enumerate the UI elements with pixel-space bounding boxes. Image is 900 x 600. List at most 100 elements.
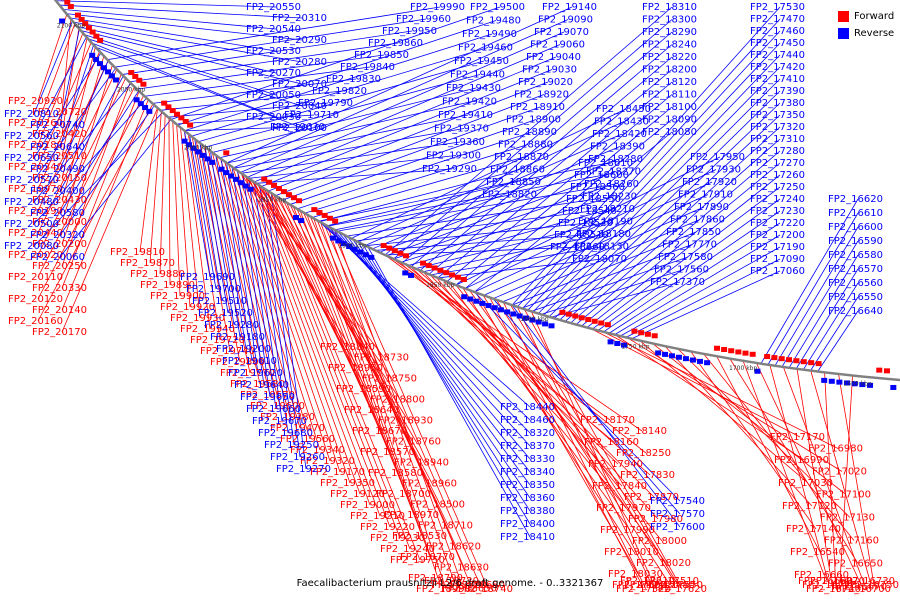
connector-line <box>347 236 531 486</box>
gene-label: FP2_16640 <box>828 306 883 317</box>
gene-label: FP2_18680 <box>450 580 505 591</box>
gene-label: FP2_19380 <box>260 412 315 423</box>
gene-label: FP2_20110 <box>8 272 63 283</box>
connector-line <box>352 239 531 499</box>
connector-line <box>304 144 529 214</box>
gene-label: FP2_18560 <box>570 182 625 193</box>
connector-line <box>320 222 447 590</box>
connector-line <box>198 60 485 143</box>
gene-label: FP2_20330 <box>32 283 87 294</box>
connector-line <box>262 187 401 539</box>
gene-arrows <box>59 0 897 390</box>
gene-85 <box>449 272 456 278</box>
gene-label: FP2_17580 <box>658 252 713 263</box>
gene-label: FP2_17120 <box>782 501 837 512</box>
gene-label: FP2_18250 <box>616 448 671 459</box>
connector-line <box>769 364 829 582</box>
connector-line <box>474 181 713 293</box>
gene-label: FP2_17020 <box>812 467 867 478</box>
connector-line <box>564 126 781 322</box>
gene-label: FP2_18180 <box>576 229 631 240</box>
gene-label: FP2_16730 <box>840 576 895 587</box>
connector-line <box>253 56 557 183</box>
connector-line <box>756 362 863 587</box>
gene-label: FP2_20570 <box>4 175 59 186</box>
gene-label: FP2_18270 <box>586 167 641 178</box>
gene-4 <box>67 3 74 9</box>
gene-label: FP2_18310 <box>642 2 697 13</box>
gene-label: FP2_18760 <box>386 437 441 448</box>
connector-line <box>37 23 76 124</box>
gene-82 <box>431 265 438 271</box>
gene-111 <box>607 339 614 345</box>
gene-label: FP2_19860 <box>368 38 423 49</box>
gene-75 <box>391 248 398 254</box>
gene-9 <box>85 25 92 31</box>
legend: Forward Reverse <box>838 8 894 42</box>
gene-106 <box>578 315 585 321</box>
connector-line <box>554 102 781 319</box>
connector-line <box>575 150 781 325</box>
tick-label: 1700 kbp <box>729 365 757 372</box>
gene-69 <box>351 246 358 252</box>
connector-line <box>180 127 201 319</box>
gene-88 <box>461 294 468 300</box>
gene-5 <box>59 18 66 24</box>
gene-38 <box>195 149 202 155</box>
gene-47 <box>237 180 244 186</box>
connector-line <box>61 73 122 245</box>
gene-label: FP2_18420 <box>592 129 647 140</box>
connector-line <box>37 32 84 146</box>
connector-line <box>242 174 277 410</box>
connector-line <box>184 33 493 132</box>
connector-line <box>62 8 277 30</box>
gene-146 <box>859 382 866 388</box>
gene-117 <box>651 333 658 339</box>
gene-label: FP2_20070 <box>272 79 327 90</box>
gene-label: FP2_17910 <box>678 190 733 201</box>
gene-label: FP2_17280 <box>750 146 805 157</box>
gene-label: FP2_17220 <box>750 218 805 229</box>
gene-label: FP2_19430 <box>446 83 501 94</box>
gene-label: FP2_19560 <box>280 434 335 445</box>
gene-label: FP2_17600 <box>650 522 705 533</box>
gene-26 <box>142 105 149 111</box>
connector-line <box>455 106 673 286</box>
gene-135 <box>778 356 785 362</box>
gene-36 <box>186 142 193 148</box>
gene-label: FP2_18160 <box>584 437 639 448</box>
gene-label: FP2_18460 <box>500 415 555 426</box>
connector-line <box>84 34 277 96</box>
gene-label: FP2_18000 <box>632 536 687 547</box>
gene-label: FP2_17630 <box>624 580 679 591</box>
connector-line <box>170 6 501 120</box>
gene-label: FP2_20170 <box>32 327 87 338</box>
connector-line <box>492 298 681 515</box>
gene-label: FP2_17840 <box>592 481 647 492</box>
gene-label: FP2_20150 <box>32 173 87 184</box>
connector-line <box>614 234 781 335</box>
gene-label: FP2_20420 <box>32 129 87 140</box>
connector-line <box>61 64 113 223</box>
gene-label: FP2_19300 <box>426 151 481 162</box>
gene-15 <box>97 61 104 67</box>
gene-label: FP2_19440 <box>450 70 505 81</box>
gene-150 <box>890 384 897 390</box>
connector-line <box>231 166 265 386</box>
gene-122 <box>682 356 689 362</box>
gene-93 <box>491 305 498 311</box>
connector-line <box>268 81 549 192</box>
connector-line <box>59 28 80 126</box>
gene-label: FP2_19740 <box>200 346 255 357</box>
gene-label: FP2_17090 <box>750 254 805 265</box>
gene-label: FP2_16600 <box>828 222 883 233</box>
gene-label: FP2_19290 <box>422 164 477 175</box>
gene-label: FP2_19020 <box>518 77 573 88</box>
legend-label-forward: Forward <box>854 11 895 22</box>
connector-line <box>608 222 781 334</box>
gene-label: FP2_20640 <box>30 142 85 153</box>
gene-label: FP2_17830 <box>620 470 675 481</box>
gene-54 <box>280 189 287 195</box>
gene-label: FP2_17060 <box>750 266 805 277</box>
